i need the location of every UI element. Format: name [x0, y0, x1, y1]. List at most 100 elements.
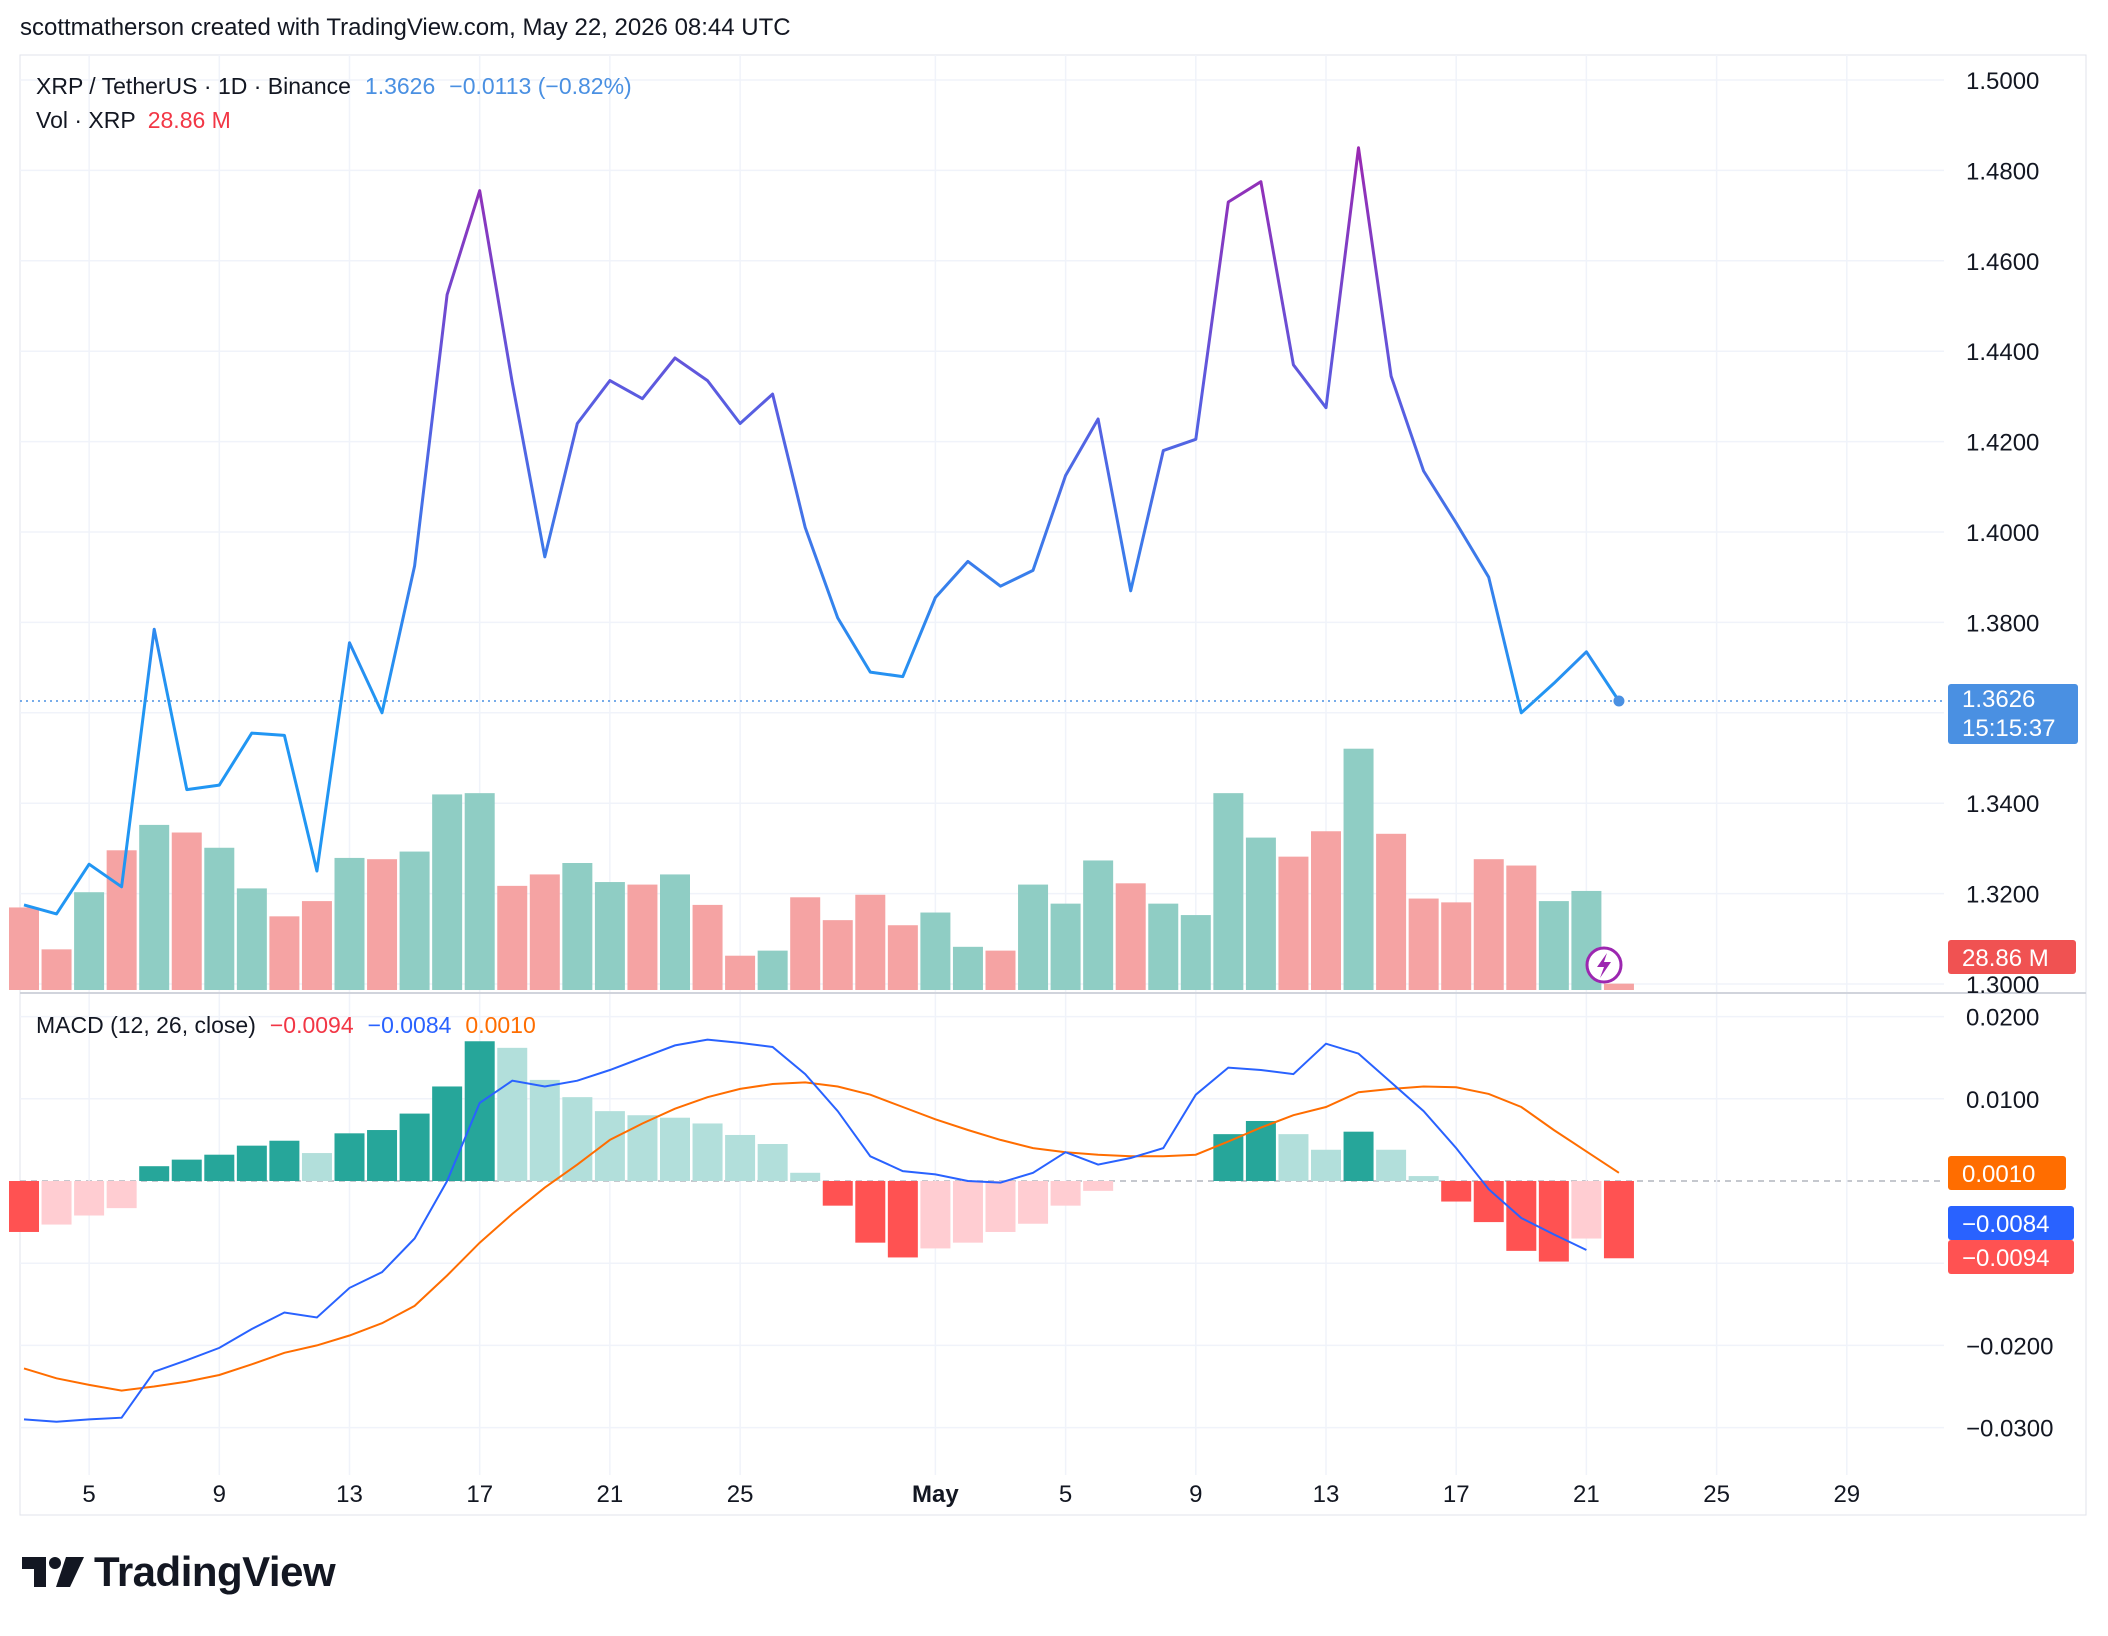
signal-badge-value: 0.0010 — [1962, 1161, 2035, 1188]
signal-badge: 0.0010 — [1948, 1156, 2066, 1190]
chart-credit: scottmatherson created with TradingView.… — [20, 14, 791, 41]
volume-bar — [1083, 860, 1114, 990]
price-tick-label: 1.5000 — [1966, 68, 2039, 95]
price-tick-label: 1.4600 — [1966, 249, 2039, 276]
legend-vol-label: Vol · XRP — [36, 107, 136, 133]
volume-bar — [822, 920, 853, 990]
volume-bar — [464, 793, 495, 990]
macd-histogram-bar — [1408, 1176, 1439, 1181]
time-tick-label: 9 — [213, 1481, 226, 1508]
macd-histogram-bar — [1050, 1181, 1081, 1206]
macd-histogram-bar — [1603, 1181, 1634, 1259]
signal-line — [23, 1081, 1620, 1392]
volume-bar — [725, 955, 756, 990]
macd-histogram-bar — [464, 1041, 495, 1181]
macd-histogram-bar — [497, 1047, 528, 1181]
macd-histogram-bar — [790, 1172, 821, 1181]
macd-histogram-bar — [1278, 1134, 1309, 1181]
grid-lines — [20, 55, 1944, 1475]
legend-symbol: XRP / TetherUS · 1D · Binance — [36, 73, 351, 99]
volume-bar — [1603, 983, 1634, 990]
legend-macd-label: MACD (12, 26, close) — [36, 1012, 256, 1038]
macd-histogram-bar — [139, 1166, 170, 1181]
volume-bar — [1343, 748, 1374, 990]
volume-bar — [562, 863, 593, 990]
price-tick-label: 1.4200 — [1966, 430, 2039, 457]
macd-histogram-bar — [432, 1086, 463, 1181]
macd-histogram-bar — [1083, 1181, 1114, 1191]
macd-histogram-bar — [562, 1097, 593, 1181]
hist-badge: −0.0094 — [1948, 1240, 2074, 1274]
volume-bar — [399, 851, 430, 990]
macd-badge-value: −0.0084 — [1962, 1211, 2049, 1238]
price-badge: 1.3626 15:15:37 — [1948, 684, 2078, 744]
volume-bar — [1180, 915, 1211, 990]
time-tick-label: 17 — [466, 1481, 493, 1508]
macd-tick-label: −0.0200 — [1966, 1333, 2053, 1360]
macd-histogram-bar — [399, 1113, 430, 1181]
macd-histogram-bar — [985, 1181, 1016, 1232]
volume-bar — [790, 897, 821, 990]
volume-bar — [1441, 902, 1472, 990]
macd-histogram-bar — [1018, 1181, 1049, 1224]
macd-histogram-bar — [9, 1181, 39, 1232]
volume-bar — [367, 859, 398, 990]
volume-bar — [269, 916, 300, 990]
macd-histogram-bar — [887, 1181, 918, 1258]
volume-bar — [1376, 833, 1407, 990]
macd-badge: −0.0084 — [1948, 1206, 2074, 1240]
macd-histogram-bar — [301, 1153, 332, 1181]
macd-histogram-bar — [74, 1181, 105, 1216]
price-axis[interactable]: 1.30001.32001.34001.36001.38001.40001.42… — [1966, 68, 2039, 999]
price-tick-label: 1.3000 — [1966, 972, 2039, 999]
macd-histogram-bar — [41, 1181, 72, 1225]
macd-histogram-bar — [269, 1140, 300, 1181]
price-series-line — [23, 146, 1621, 916]
macd-axis[interactable]: −0.0300 −0.0200 0.0100 0.0200 — [1966, 1005, 2053, 1443]
macd-histogram-bar — [594, 1111, 625, 1181]
legend-vol-value: 28.86 M — [148, 107, 231, 133]
macd-histogram-bar — [855, 1181, 886, 1243]
macd-histogram-bar — [204, 1154, 235, 1181]
volume-bar — [887, 925, 918, 990]
legend-change: −0.0113 (−0.82%) — [449, 73, 631, 99]
lightning-icon[interactable] — [1585, 946, 1623, 984]
volume-bar — [985, 950, 1016, 990]
volume-bar — [74, 892, 105, 990]
volume-bar — [1506, 865, 1537, 990]
volume-bar — [9, 907, 39, 990]
macd-histogram-bar — [1473, 1181, 1504, 1223]
macd-histogram-bar — [692, 1123, 723, 1181]
time-tick-label: 21 — [1573, 1481, 1600, 1508]
macd-histogram-bar — [1506, 1181, 1537, 1251]
price-badge-value: 1.3626 — [1962, 686, 2035, 713]
macd-histogram-bar — [757, 1144, 788, 1181]
volume-bar — [952, 946, 983, 990]
volume-bar — [334, 857, 365, 990]
volume-bar — [139, 824, 170, 990]
volume-bar — [692, 904, 723, 990]
brand-wordmark: TradingView — [94, 1548, 336, 1595]
time-tick-label: 25 — [727, 1481, 754, 1508]
time-tick-label: 5 — [1059, 1481, 1072, 1508]
time-tick-label: 13 — [336, 1481, 363, 1508]
time-axis[interactable]: 5 9 13 17 21 25 May 5 9 13 17 21 25 29 — [82, 1481, 1860, 1508]
time-tick-label: 21 — [597, 1481, 624, 1508]
macd-panel — [9, 1038, 1634, 1423]
macd-histogram-bar — [236, 1145, 267, 1181]
price-line — [20, 146, 1944, 916]
volume-bar — [171, 832, 202, 990]
macd-histogram-bar — [1245, 1120, 1276, 1181]
price-tick-label: 1.3400 — [1966, 791, 2039, 818]
time-tick-label: 29 — [1833, 1481, 1860, 1508]
price-tick-label: 1.4400 — [1966, 339, 2039, 366]
time-tick-label: 9 — [1189, 1481, 1202, 1508]
volume-bar — [106, 850, 137, 990]
volume-bar — [236, 888, 267, 990]
price-badge-countdown: 15:15:37 — [1962, 715, 2055, 742]
macd-histogram-bar — [171, 1159, 202, 1181]
volume-bar — [1050, 903, 1081, 990]
volume-bar — [627, 884, 658, 990]
volume-bar — [1311, 831, 1341, 990]
